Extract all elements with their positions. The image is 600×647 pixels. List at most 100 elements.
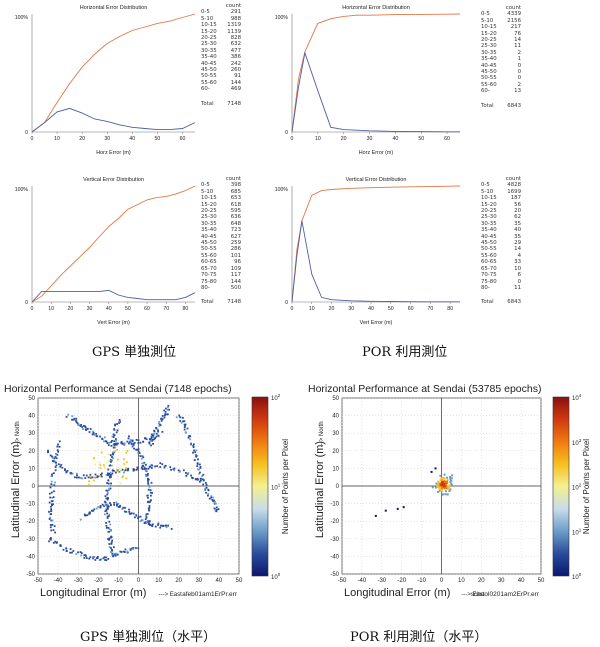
density-point <box>136 467 139 470</box>
heatmap-title: Horizontal Performance at Sendai (7148 e… <box>4 383 232 395</box>
density-point <box>434 467 437 470</box>
density-point <box>438 489 441 492</box>
density-point <box>92 557 94 560</box>
bin-label: 55-60 <box>481 252 497 259</box>
density-point <box>142 462 145 465</box>
density-point <box>161 415 164 417</box>
bin-label: 50-55 <box>201 246 217 253</box>
density-point <box>95 507 98 510</box>
bin-count: 40 <box>514 227 521 234</box>
density-point <box>137 450 140 453</box>
y-tick-label: -30 <box>26 537 35 543</box>
bin-count: 828 <box>230 35 241 42</box>
density-point <box>123 551 126 553</box>
density-point <box>49 526 52 529</box>
density-point <box>116 503 118 506</box>
density-point <box>194 451 197 454</box>
series-line-1 <box>291 51 460 133</box>
density-point <box>136 448 138 451</box>
density-point <box>195 449 198 452</box>
density-point <box>169 466 172 468</box>
x-axis-label: Horz Error (m) <box>359 150 394 156</box>
density-point <box>52 496 55 499</box>
density-point <box>440 483 443 486</box>
density-point <box>151 438 154 441</box>
density-point <box>110 460 112 463</box>
density-point <box>111 435 114 438</box>
density-point <box>157 429 159 432</box>
density-point <box>116 553 119 556</box>
density-point <box>91 476 94 479</box>
y-tick-label: 30 <box>28 431 35 437</box>
density-point <box>114 554 117 557</box>
density-point <box>49 538 52 541</box>
density-point <box>167 404 170 407</box>
density-point <box>149 489 152 492</box>
density-point <box>112 453 115 456</box>
caption-gps-single-horizontal: GPS 単独測位（水平） <box>80 630 217 645</box>
x-tick-label: 30 <box>348 306 354 312</box>
density-point <box>140 466 143 469</box>
density-point <box>450 483 453 486</box>
table-row: 35-40 723 <box>201 227 241 233</box>
density-point <box>157 430 160 433</box>
density-point <box>161 418 164 421</box>
density-point <box>198 463 201 466</box>
density-point <box>107 505 110 508</box>
y-tick-label: 0 <box>25 130 28 136</box>
density-point <box>141 454 144 457</box>
density-point <box>213 501 216 504</box>
density-point <box>183 428 186 431</box>
density-point <box>89 476 92 479</box>
density-point <box>120 468 122 470</box>
density-point <box>450 482 453 485</box>
density-point <box>113 451 115 454</box>
density-point <box>53 457 56 460</box>
density-point <box>50 500 53 503</box>
density-point <box>93 508 96 511</box>
density-point <box>213 507 216 510</box>
table-row: 65-70 10 <box>481 266 521 272</box>
density-point <box>131 547 134 550</box>
bin-count: 685 <box>230 188 241 195</box>
colorbar <box>251 396 269 577</box>
density-point <box>105 508 108 511</box>
x-tick-label: 50 <box>154 136 160 142</box>
density-point <box>71 472 74 475</box>
bin-label: 55-60 <box>201 252 217 259</box>
density-point <box>185 475 188 477</box>
x-tick-label: 50 <box>236 578 243 584</box>
density-point <box>51 484 54 487</box>
density-point <box>446 485 449 488</box>
x-tick-label: 20 <box>341 136 347 142</box>
bin-count: 242 <box>230 60 241 67</box>
density-point <box>148 485 151 488</box>
y-tick-label: 0 <box>25 300 28 306</box>
density-point <box>133 447 135 450</box>
x-axis-label: Vert Error (m) <box>360 320 393 326</box>
y-tick-label: 40 <box>332 414 339 420</box>
bin-count: 33 <box>514 259 521 266</box>
bin-label: 50-55 <box>481 246 497 253</box>
bin-label: 25-30 <box>481 214 497 221</box>
table-row: 30-35 2 <box>481 50 521 56</box>
density-point <box>53 484 56 487</box>
density-point <box>106 461 108 464</box>
density-point <box>108 538 111 541</box>
density-point <box>160 524 162 527</box>
density-point <box>125 510 128 513</box>
density-point <box>145 467 148 470</box>
density-point <box>205 483 208 486</box>
bin-label: 40-45 <box>481 62 497 69</box>
series-line-0 <box>291 13 461 133</box>
density-point <box>195 478 198 481</box>
table-row: 0-5 4828 <box>481 182 521 188</box>
table-row: 40-45 242 <box>201 61 241 67</box>
bin-count: 76 <box>514 30 521 37</box>
density-point <box>49 492 51 495</box>
density-point <box>88 512 91 515</box>
density-point <box>125 461 128 463</box>
total-value: 6843 <box>507 102 521 109</box>
density-point <box>147 488 150 491</box>
density-point <box>118 420 120 423</box>
